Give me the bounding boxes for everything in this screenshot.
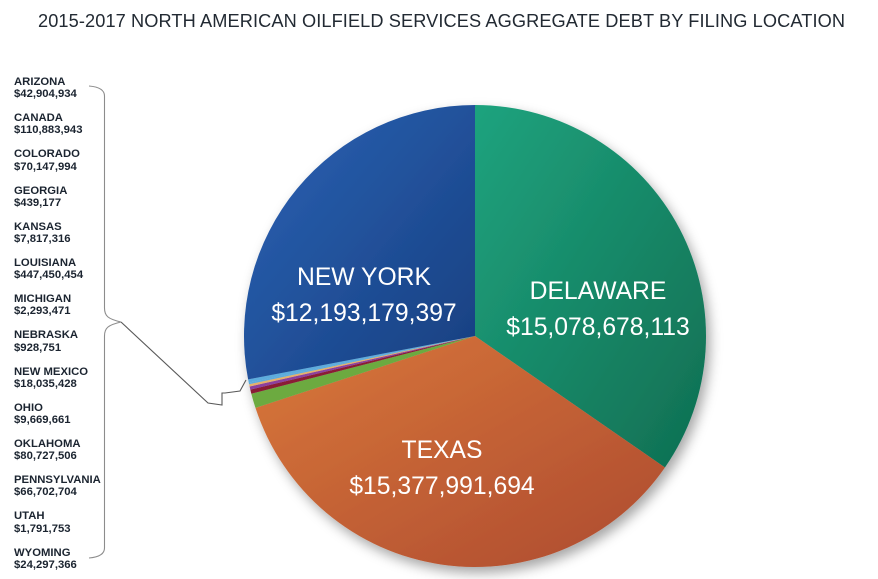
- svg-text:TEXAS: TEXAS: [402, 437, 483, 464]
- svg-text:$12,193,179,397: $12,193,179,397: [271, 300, 456, 327]
- svg-text:$15,078,678,113: $15,078,678,113: [506, 314, 690, 341]
- svg-text:NEW YORK: NEW YORK: [297, 264, 432, 291]
- svg-text:DELAWARE: DELAWARE: [530, 278, 667, 305]
- svg-text:$15,377,991,694: $15,377,991,694: [349, 473, 534, 500]
